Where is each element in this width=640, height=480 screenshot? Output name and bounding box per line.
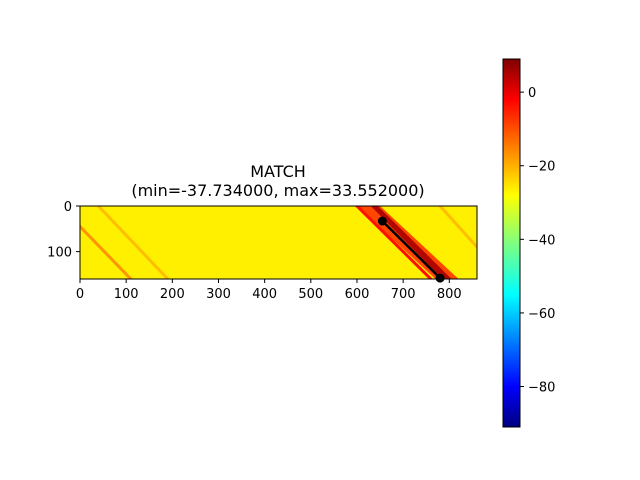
chart-subtitle: (min=-37.734000, max=33.552000) [131, 181, 424, 200]
x-tick-label: 0 [76, 287, 84, 302]
colorbar-axis: 0 −20 −40 −60 −80 [520, 86, 555, 396]
match-path-line [381, 220, 441, 279]
x-tick-label: 700 [391, 287, 416, 302]
match-path [377, 216, 445, 283]
colorbar-tick-label: −80 [528, 381, 555, 396]
match-path-point [377, 216, 387, 226]
heatmap-image [80, 206, 477, 279]
colorbar [502, 58, 521, 428]
diagonal-streak [354, 206, 433, 279]
x-tick-label: 300 [206, 287, 231, 302]
x-tick-label: 500 [298, 287, 323, 302]
hot-ridge [370, 206, 452, 279]
diagonal-streak [96, 206, 170, 279]
x-tick-label: 100 [114, 287, 139, 302]
x-tick-label: 600 [345, 287, 370, 302]
y-tick-label: 100 [47, 246, 72, 261]
x-tick-label: 400 [252, 287, 277, 302]
colorbar-tick-label: −60 [528, 307, 555, 322]
plot-frame [79, 205, 478, 280]
x-axis: 0 100 200 300 400 500 600 700 800 [76, 279, 462, 302]
chart-title: MATCH [250, 162, 306, 181]
colorbar-tick-label: 0 [528, 86, 536, 101]
diagonal-streak [438, 206, 477, 250]
colorbar-tick-label: −40 [528, 233, 555, 248]
colorbar-tick-label: −20 [528, 160, 555, 175]
x-tick-label: 800 [437, 287, 462, 302]
match-path-point [435, 273, 445, 283]
x-tick-label: 200 [160, 287, 185, 302]
diagonal-streak [80, 224, 133, 279]
y-tick-label: 0 [64, 200, 72, 215]
y-axis: 0 100 [47, 200, 80, 261]
